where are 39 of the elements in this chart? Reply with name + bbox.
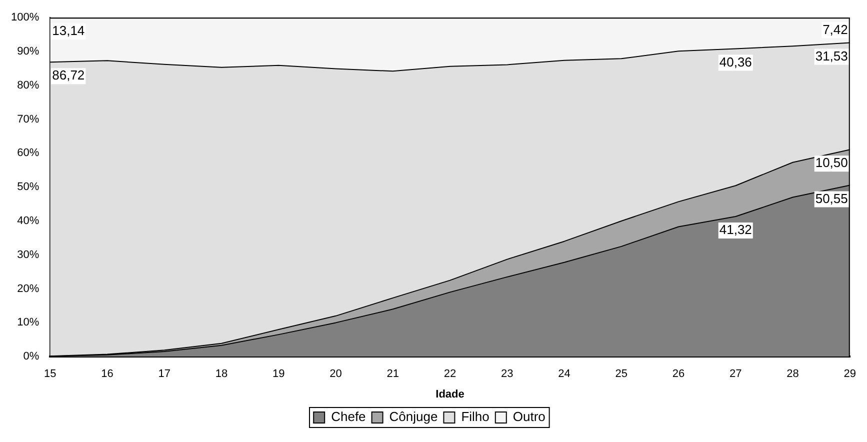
data-label: 13,14 [52, 23, 85, 38]
data-label: 7,42 [822, 22, 848, 37]
data-label: 40,36 [719, 54, 752, 70]
x-tick-label: 22 [444, 368, 456, 380]
data-label: 41,32 [719, 222, 752, 238]
legend-label: Cônjuge [389, 409, 438, 424]
legend-label: Filho [461, 409, 490, 424]
y-tick-label: 60% [17, 147, 40, 160]
data-label: 50,55 [815, 190, 848, 206]
x-tick-label: 15 [44, 368, 56, 380]
y-tick-label: 80% [17, 79, 40, 92]
x-tick-label: 18 [215, 368, 228, 380]
y-tick-label: 50% [17, 181, 40, 194]
x-tick-label: 25 [615, 368, 628, 380]
y-tick-label: 90% [17, 46, 40, 58]
data-label: 86,72 [52, 68, 85, 83]
y-tick-label: 40% [17, 215, 40, 228]
y-tick-label: 100% [10, 12, 40, 24]
y-tick-label: 0% [23, 350, 40, 363]
x-tick-label: 28 [786, 368, 799, 380]
data-label: 10,50 [815, 155, 848, 170]
y-tick-label: 10% [17, 316, 40, 329]
x-tick-label: 24 [558, 368, 570, 380]
x-tick-label: 20 [330, 368, 342, 380]
x-tick-label: 26 [672, 368, 685, 380]
x-tick-label: 23 [501, 368, 514, 380]
legend-label: Chefe [331, 409, 366, 424]
x-tick-label: 21 [386, 368, 400, 380]
x-tick-label: 16 [101, 368, 114, 380]
x-axis-title: Idade [436, 388, 464, 400]
legend-label: Outro [512, 409, 546, 424]
y-tick-label: 20% [17, 282, 40, 295]
x-tick-label: 17 [158, 368, 171, 380]
y-tick-label: 30% [17, 248, 40, 261]
data-label: 31,53 [815, 48, 848, 64]
y-tick-label: 70% [17, 113, 40, 126]
x-tick-label: 27 [730, 368, 742, 380]
x-tick-label: 19 [272, 368, 285, 380]
x-tick-label: 29 [844, 368, 856, 380]
